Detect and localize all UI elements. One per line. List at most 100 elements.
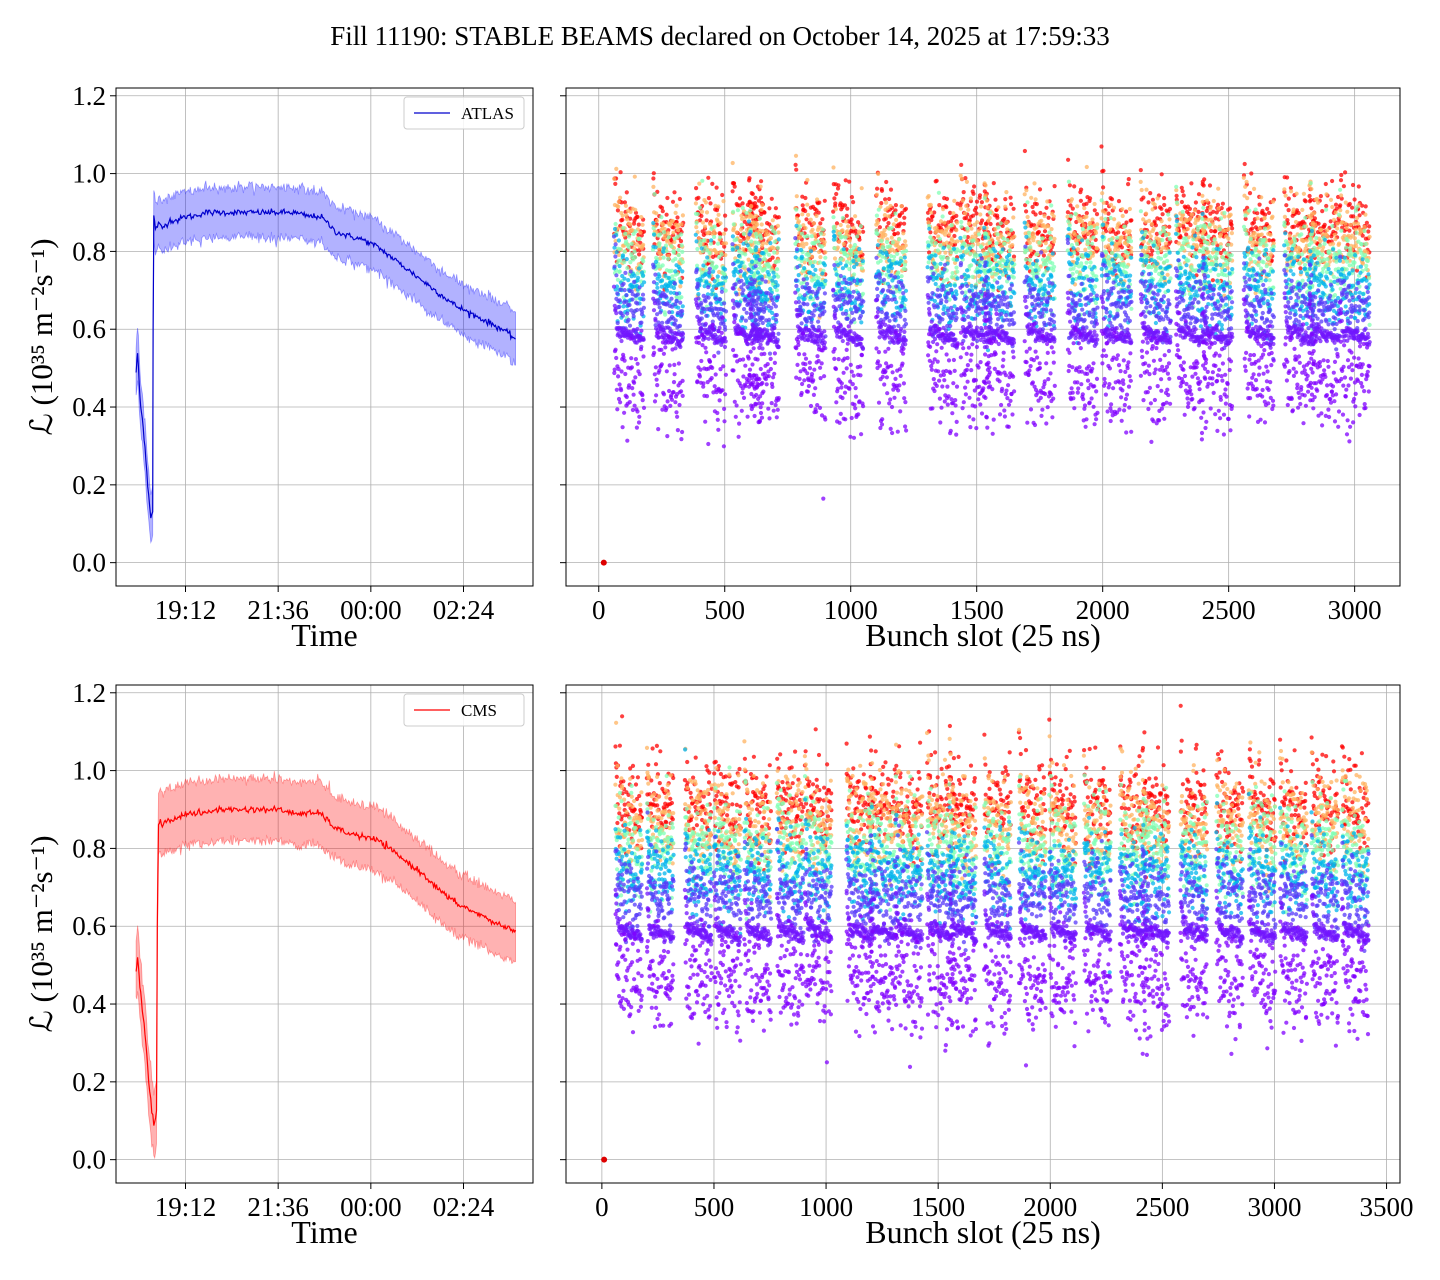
bunch-point — [1320, 209, 1325, 214]
bunch-point — [1119, 245, 1124, 250]
bunch-point — [875, 231, 880, 237]
bunch-point — [954, 265, 959, 270]
bunch-point — [944, 240, 950, 245]
bunch-point — [1216, 206, 1221, 211]
bunch-point — [952, 283, 958, 288]
bunch-point — [1301, 191, 1306, 196]
bunch-point — [1252, 259, 1257, 264]
bunch-point — [1243, 216, 1248, 221]
bunch-point — [775, 245, 781, 250]
x-tick-label: 19:12 — [155, 595, 217, 625]
bunch-point — [749, 239, 754, 244]
bunch-point — [744, 211, 749, 216]
bunch-point — [831, 229, 836, 234]
bunch-point — [1107, 263, 1112, 268]
bunch-point — [637, 252, 642, 257]
bunch-point — [1263, 212, 1268, 217]
bunch-point — [1253, 207, 1258, 212]
bunch-point — [670, 199, 676, 204]
bunch-point — [1192, 233, 1198, 238]
bunch-point — [1162, 196, 1167, 201]
bunch-point — [1363, 204, 1368, 209]
y-tick-label: 1.0 — [72, 159, 106, 189]
bunch-point — [1271, 238, 1276, 243]
bunch-point — [1213, 216, 1218, 221]
bunch-point — [616, 199, 621, 204]
bunch-point — [955, 220, 960, 225]
bunch-point — [823, 250, 828, 255]
bunch-point — [1033, 268, 1038, 273]
bunch-point — [948, 210, 953, 215]
bunch-point — [902, 262, 908, 267]
bunch-point — [808, 249, 814, 254]
bunch-point — [965, 235, 971, 240]
bunch-point — [800, 203, 805, 208]
bunch-point — [680, 269, 685, 274]
bunch-point — [834, 221, 840, 226]
bunch-point — [961, 190, 966, 195]
bunch-point — [964, 179, 970, 184]
bunch-point — [735, 259, 740, 264]
bunch-point — [710, 288, 715, 293]
bunch-point — [1201, 183, 1206, 188]
bunch-point — [1038, 278, 1044, 283]
bunch-point — [699, 213, 704, 219]
bunch-point — [1262, 216, 1267, 221]
bunch-point — [1244, 179, 1249, 184]
bunch-point — [1217, 227, 1222, 232]
bunch-point — [1244, 231, 1249, 237]
bunch-point — [1320, 252, 1325, 257]
bunch-point — [1033, 314, 1038, 319]
bunch-point — [942, 220, 947, 225]
bunch-point — [1050, 251, 1055, 256]
bunch-point — [678, 284, 683, 289]
bunch-point — [831, 165, 836, 170]
bunch-point — [1154, 231, 1159, 236]
bunch-point — [651, 171, 656, 176]
bunch-point — [710, 181, 715, 186]
bunch-point — [1155, 246, 1160, 251]
bunch-point — [627, 234, 632, 239]
bunch-point — [1191, 237, 1196, 242]
bunch-point — [766, 252, 772, 257]
bunch-point — [639, 215, 644, 220]
bunch-point — [1318, 194, 1323, 199]
bunch-point — [1042, 213, 1047, 219]
bunch-point — [1328, 219, 1333, 224]
bunch-point — [885, 253, 890, 258]
bunch-point — [1011, 215, 1016, 220]
bunch-point — [1176, 241, 1181, 246]
bunch-point — [1138, 209, 1143, 214]
bunch-point — [679, 295, 684, 300]
bunch-point — [1042, 283, 1047, 288]
bunch-point — [653, 245, 658, 250]
bunch-point — [977, 193, 983, 198]
bunch-point — [1071, 246, 1076, 251]
bunch-point — [836, 183, 841, 188]
bunch-point — [980, 218, 985, 223]
bunch-point — [1101, 168, 1106, 173]
bunch-point — [1292, 259, 1297, 264]
bunch-point — [1264, 243, 1269, 248]
bunch-point — [1070, 206, 1075, 211]
bunch-point — [1149, 257, 1154, 263]
bunch-point — [1163, 241, 1168, 246]
bunch-point — [888, 187, 894, 192]
bunch-point — [1202, 223, 1207, 228]
bunch-point — [1209, 228, 1214, 234]
bunch-point — [723, 267, 728, 272]
bunch-point — [661, 230, 667, 235]
bunch-point — [893, 211, 898, 216]
bunch-point — [1347, 201, 1352, 207]
bunch-point — [1200, 216, 1205, 221]
bunch-point — [969, 283, 974, 288]
bunch-point — [948, 282, 953, 288]
bunch-point — [1119, 235, 1124, 240]
bunch-point — [903, 239, 908, 244]
bunch-point — [1049, 274, 1054, 279]
bunch-point — [1308, 181, 1313, 186]
bunch-point — [823, 255, 828, 260]
bunch-point — [661, 255, 666, 260]
bunch-point — [962, 234, 967, 239]
bunch-point — [1148, 191, 1153, 196]
